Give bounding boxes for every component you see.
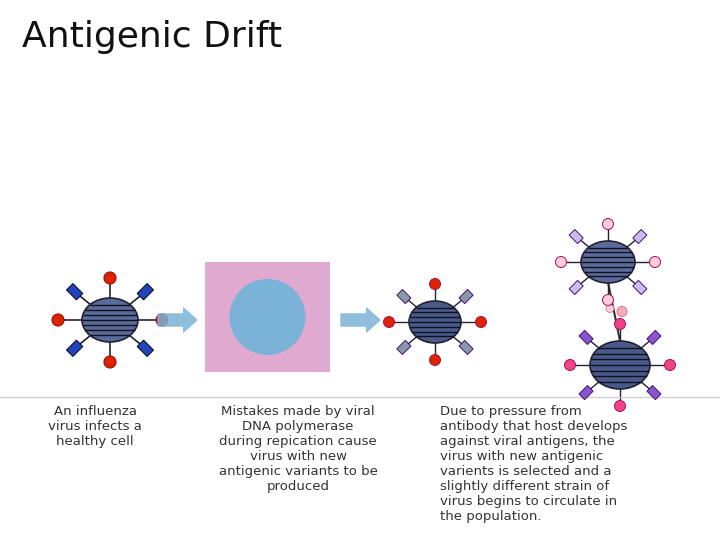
Bar xyxy=(138,340,153,356)
Circle shape xyxy=(603,294,613,306)
Text: Antigenic Drift: Antigenic Drift xyxy=(22,20,282,54)
Text: An influenza
virus infects a
healthy cell: An influenza virus infects a healthy cel… xyxy=(48,405,142,448)
Circle shape xyxy=(564,360,575,370)
Circle shape xyxy=(617,307,627,316)
Circle shape xyxy=(430,279,441,289)
Circle shape xyxy=(384,316,395,327)
Bar xyxy=(66,340,83,356)
Circle shape xyxy=(230,279,305,355)
Bar xyxy=(633,280,647,294)
Ellipse shape xyxy=(82,298,138,342)
Bar xyxy=(459,340,473,355)
Bar xyxy=(205,262,330,372)
Bar xyxy=(569,280,583,294)
Circle shape xyxy=(606,305,614,313)
Circle shape xyxy=(475,316,487,327)
Bar xyxy=(569,230,583,244)
Bar xyxy=(579,386,593,400)
Bar xyxy=(66,284,83,300)
Circle shape xyxy=(603,219,613,230)
Ellipse shape xyxy=(409,301,461,343)
Bar xyxy=(397,340,411,355)
Bar xyxy=(647,386,661,400)
Bar xyxy=(397,289,411,303)
Circle shape xyxy=(156,314,168,326)
Bar xyxy=(633,230,647,244)
Bar xyxy=(579,330,593,345)
Ellipse shape xyxy=(590,341,650,389)
Bar xyxy=(138,284,153,300)
Bar xyxy=(647,330,661,345)
Bar xyxy=(459,289,473,303)
Circle shape xyxy=(614,319,626,329)
Circle shape xyxy=(430,354,441,366)
Circle shape xyxy=(614,401,626,411)
Circle shape xyxy=(104,356,116,368)
Circle shape xyxy=(52,314,64,326)
Circle shape xyxy=(649,256,660,267)
Text: Due to pressure from
antibody that host develops
against viral antigens, the
vir: Due to pressure from antibody that host … xyxy=(440,405,627,523)
Circle shape xyxy=(665,360,675,370)
Circle shape xyxy=(104,272,116,284)
Text: Mistakes made by viral
DNA polymerase
during repication cause
virus with new
ant: Mistakes made by viral DNA polymerase du… xyxy=(219,405,377,493)
Circle shape xyxy=(556,256,567,267)
Ellipse shape xyxy=(581,241,635,283)
